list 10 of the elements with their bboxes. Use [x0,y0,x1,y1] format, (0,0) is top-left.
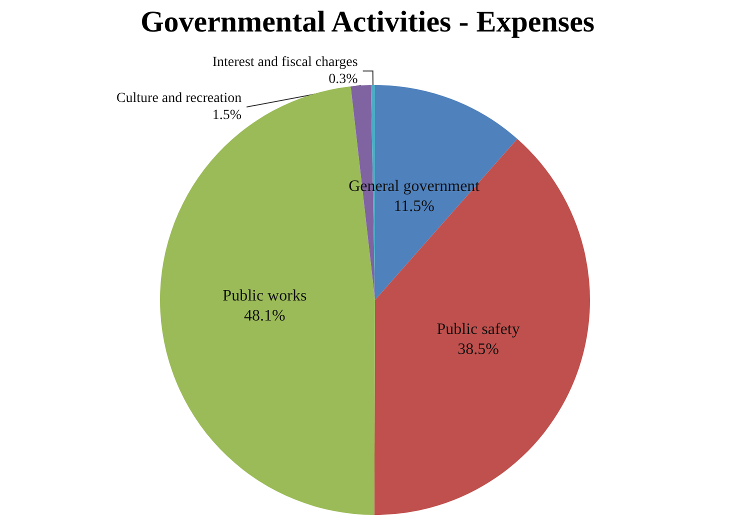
slice-label: Culture and recreation [116,91,242,106]
slice-label: Interest and fiscal charges [212,55,358,70]
data-label: 1.5% [212,108,242,124]
slice-label: Public safety [436,320,520,338]
data-label: 48.1% [244,308,286,325]
chart-title: Governmental Activities - Expenses [140,6,595,38]
slice-label: Public works [222,288,307,305]
data-label: 38.5% [458,340,499,358]
data-label: 11.5% [394,198,434,216]
data-label: 0.3% [328,72,358,88]
